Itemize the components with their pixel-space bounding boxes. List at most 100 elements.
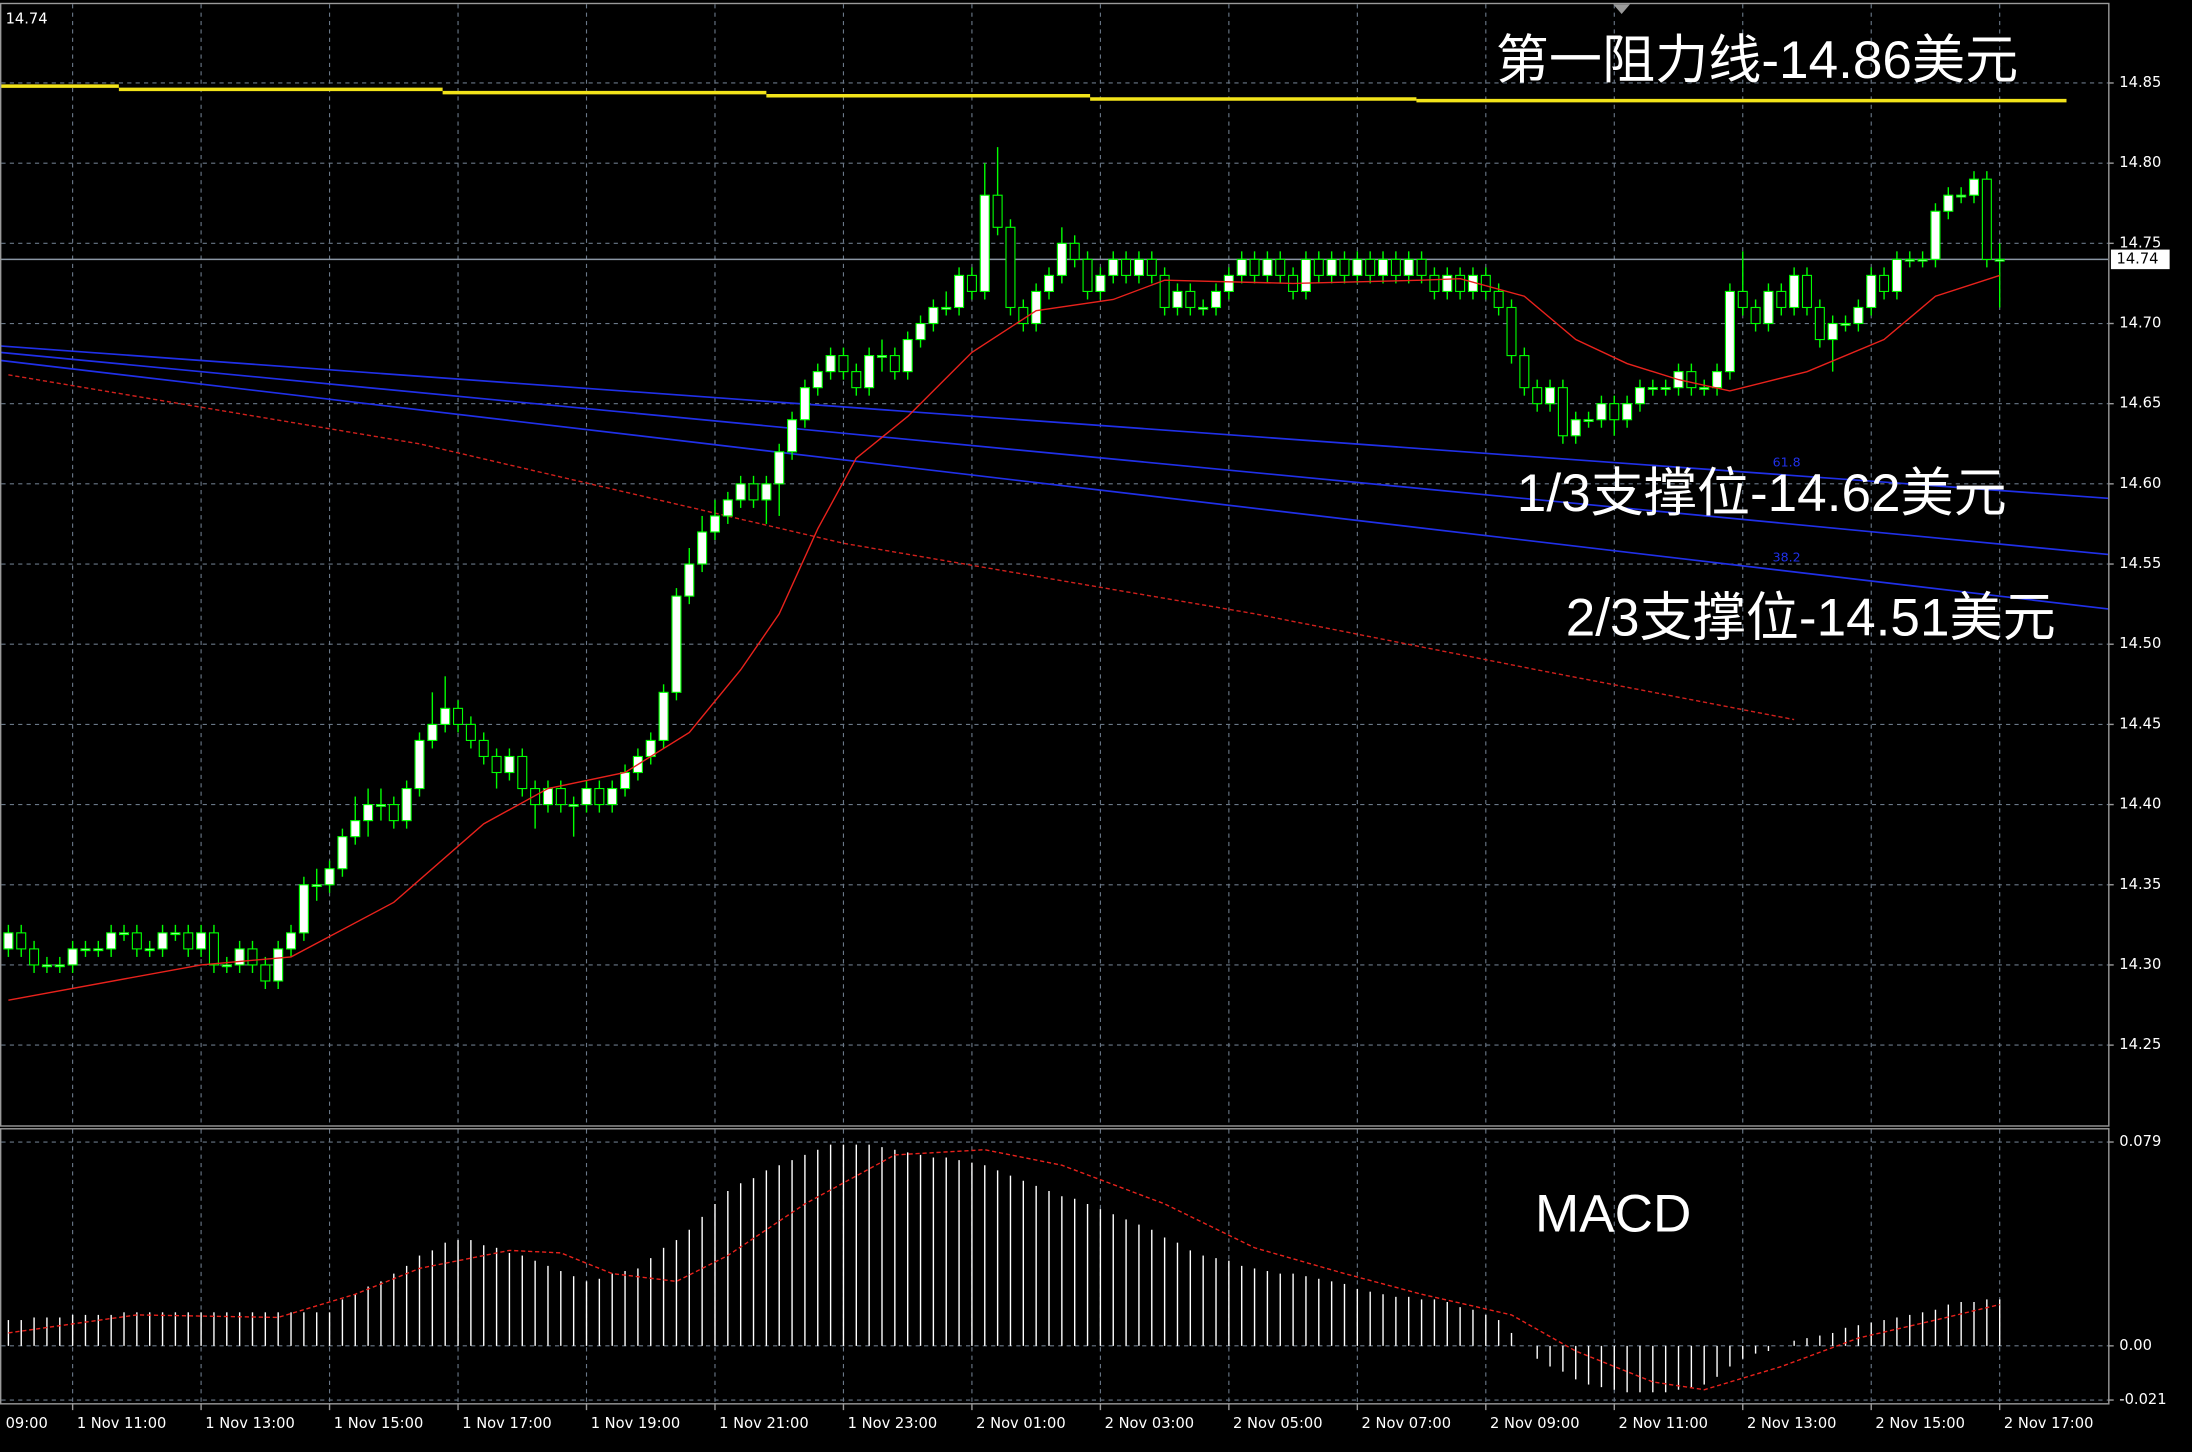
candle-body — [118, 932, 130, 936]
candle-body — [709, 515, 721, 533]
y-tick-label: 14.45 — [2119, 715, 2161, 732]
candle-body — [440, 707, 451, 725]
candle-body — [1043, 274, 1055, 292]
candle-body — [67, 948, 78, 966]
candle-body — [607, 787, 618, 806]
shift-marker — [1613, 4, 1631, 14]
candle-body — [979, 194, 990, 292]
candle-body — [787, 419, 798, 453]
candle-body — [93, 948, 104, 952]
candle-body — [671, 595, 682, 693]
candle-body — [196, 932, 207, 950]
annotation: 第一阻力线-14.86美元 — [1496, 31, 2018, 90]
candle-body — [1750, 306, 1761, 325]
candle-body — [1904, 258, 1915, 262]
candle-body — [941, 306, 952, 310]
fan-line — [0, 359, 2109, 610]
x-tick-label: 2 Nov 07:00 — [1362, 1415, 1452, 1432]
candle-body — [1506, 306, 1517, 357]
x-tick-label: 2 Nov 13:00 — [1747, 1415, 1837, 1432]
candle-body — [1956, 194, 1967, 198]
x-tick-label: 1 Nov 13:00 — [205, 1415, 295, 1432]
y-tick-label: 14.80 — [2119, 154, 2161, 171]
candle-body — [1634, 387, 1646, 405]
candle-body — [1519, 355, 1530, 389]
candle-body — [594, 787, 605, 806]
candle-body — [620, 771, 631, 790]
candle-body — [183, 932, 194, 950]
candle-body — [1891, 258, 1902, 292]
candle-body — [260, 964, 271, 982]
current-price-box — [2110, 249, 2170, 270]
candle-body — [1031, 290, 1042, 325]
candle-body — [106, 932, 117, 950]
x-tick-label: 1 Nov 15:00 — [334, 1415, 424, 1432]
candle-body — [697, 531, 708, 565]
slow-ma-line — [8, 374, 1795, 721]
candle-body — [273, 948, 284, 982]
candle-body — [581, 787, 592, 806]
candle-body — [1069, 242, 1080, 260]
candle-body — [1622, 403, 1633, 421]
top-price: 14.74 — [6, 11, 48, 28]
candle-body — [1724, 290, 1735, 373]
x-tick-label: 2 Nov 11:00 — [1618, 1415, 1708, 1432]
candle-body — [388, 804, 399, 822]
candle-body — [1198, 306, 1209, 310]
x-tick-label: 2 Nov 05:00 — [1233, 1415, 1323, 1432]
candle-body — [1583, 419, 1594, 422]
candle-body — [722, 499, 733, 517]
candle-body — [54, 964, 65, 968]
y-tick-label: 14.55 — [2119, 555, 2161, 572]
x-tick-label: 1 Nov 21:00 — [719, 1415, 809, 1432]
marks-layer — [0, 84, 2109, 1393]
candle-body — [1326, 258, 1337, 276]
candle-body — [80, 948, 91, 952]
candle-body — [1737, 290, 1748, 309]
annotation: 2/3支撑位-14.51美元 — [1566, 588, 2056, 647]
candle-body — [1994, 258, 2005, 262]
candle-body — [414, 739, 425, 790]
candle-body — [1249, 258, 1260, 276]
candle-body — [465, 723, 476, 741]
candle-body — [1377, 258, 1389, 276]
x-tick-label: 2 Nov 09:00 — [1490, 1415, 1580, 1432]
x-tick-label: 2 Nov 17:00 — [2004, 1415, 2094, 1432]
candle-body — [1660, 387, 1671, 390]
y-tick-label: 14.60 — [2119, 475, 2161, 492]
x-tick-label: 1 Nov 17:00 — [462, 1415, 552, 1432]
candle-body — [1056, 242, 1067, 276]
candle-body — [1236, 258, 1247, 276]
candle-body — [1262, 258, 1273, 276]
candle-body — [1480, 274, 1491, 292]
candle-body — [1789, 274, 1800, 309]
candle-body — [517, 755, 528, 790]
candle-body — [1275, 258, 1286, 276]
candle-body — [1840, 322, 1851, 326]
candle-body — [1339, 258, 1350, 276]
candle-body — [491, 755, 502, 774]
candle-body — [1442, 274, 1453, 292]
candle-body — [812, 371, 823, 389]
candle-body — [453, 707, 464, 725]
candle-body — [1300, 258, 1311, 292]
y-tick-label: 14.70 — [2119, 315, 2161, 332]
candle-body — [1801, 274, 1813, 309]
candle-body — [234, 948, 245, 966]
candle-body — [363, 804, 374, 822]
candle-body — [1827, 322, 1838, 341]
candle-body — [1853, 306, 1864, 325]
candle-body — [247, 948, 258, 966]
candle-body — [825, 355, 836, 373]
candle-body — [1005, 226, 1016, 309]
candle-body — [157, 932, 168, 950]
candle-body — [761, 483, 772, 501]
y-tick-label: 14.35 — [2119, 876, 2161, 893]
candle-body — [864, 355, 875, 389]
y-tick-label: -0.021 — [2119, 1391, 2166, 1408]
candle-body — [774, 451, 785, 485]
candle-body — [1493, 290, 1504, 309]
candle-body — [1763, 290, 1774, 325]
